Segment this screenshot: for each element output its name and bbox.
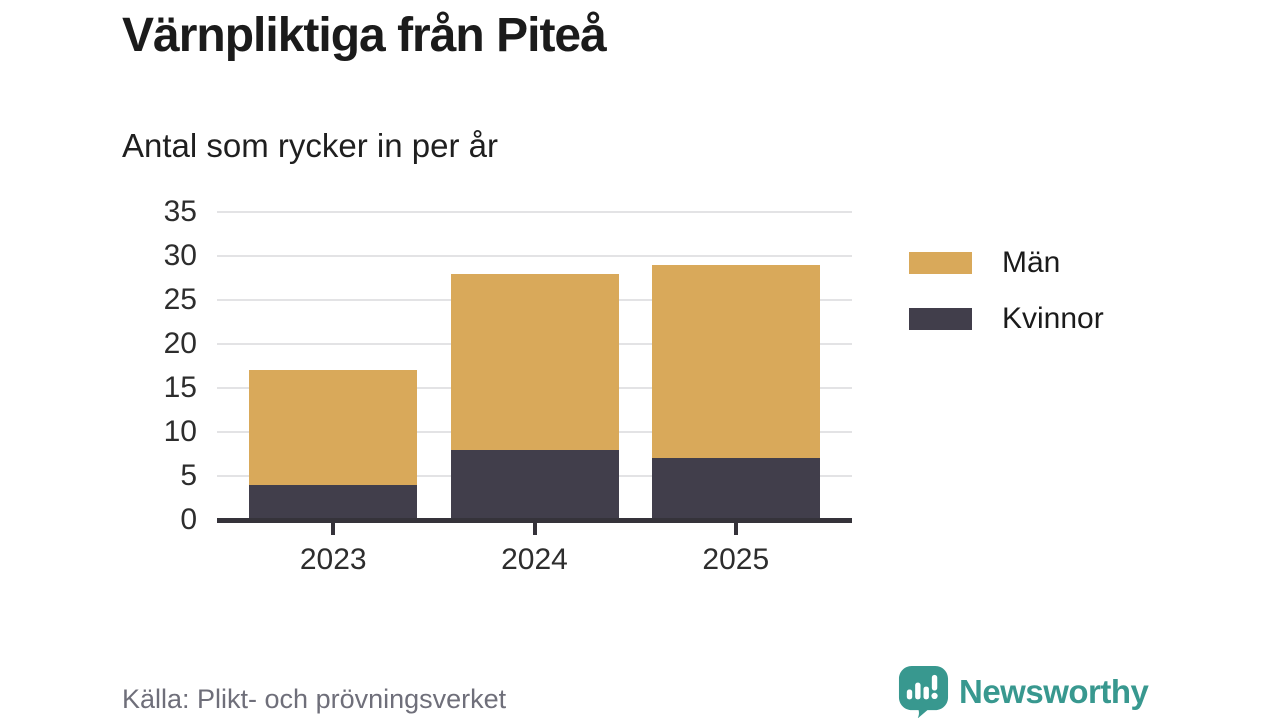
y-axis-tick-label-25: 25 (163, 283, 197, 316)
legend-label-män: Män (1002, 246, 1061, 279)
chart-subtitle: Antal som rycker in per år (122, 127, 498, 164)
y-axis-tick-label-35: 35 (163, 195, 197, 228)
x-axis-label-2024: 2024 (501, 543, 568, 576)
x-axis-tick-2025 (733, 523, 738, 535)
y-axis-tick-label-10: 10 (163, 415, 197, 448)
y-axis-tick-label-0: 0 (180, 503, 197, 536)
legend-swatch-kvinnor (909, 308, 972, 330)
source-note: Källa: Plikt- och prövningsverket (122, 684, 507, 714)
bar-chart-plot: 0 5 10 15 20 25 30 35 2023 2024 2025 (164, 195, 852, 576)
bar-segment-män-2024 (450, 273, 619, 450)
bar-segment-kvinnor-2023 (249, 484, 418, 520)
y-axis-tick-label-30: 30 (163, 239, 197, 272)
x-axis-tick-2023 (331, 523, 336, 535)
bar-2025 (651, 264, 820, 520)
newsworthy-logo-icon (898, 665, 949, 718)
gridline-35 (217, 211, 852, 213)
legend-label-kvinnor: Kvinnor (1002, 302, 1104, 335)
bar-segment-kvinnor-2025 (651, 458, 820, 520)
y-axis-tick-label-5: 5 (180, 459, 197, 492)
legend: Män Kvinnor (909, 246, 1104, 358)
newsworthy-logo: Newsworthy (897, 665, 1149, 718)
legend-item-kvinnor: Kvinnor (909, 302, 1104, 336)
x-axis-label-2023: 2023 (299, 543, 367, 576)
x-axis-label-2025: 2025 (702, 543, 770, 576)
y-axis-tick-label-20: 20 (163, 327, 197, 360)
bar-segment-kvinnor-2024 (450, 449, 619, 520)
bar-2023 (249, 370, 418, 520)
legend-swatch-män (909, 252, 972, 274)
gridline-30 (217, 255, 852, 257)
newsworthy-wordmark: Newsworthy (959, 672, 1149, 710)
chart-title: Värnpliktiga från Piteå (122, 9, 607, 62)
y-axis-tick-label-15: 15 (163, 371, 197, 404)
bar-segment-män-2023 (249, 370, 418, 485)
bar-2024 (450, 273, 619, 520)
bar-segment-män-2025 (651, 264, 820, 459)
x-axis-tick-2024 (532, 523, 537, 535)
legend-item-män: Män (909, 246, 1104, 280)
x-axis-line (217, 518, 852, 523)
